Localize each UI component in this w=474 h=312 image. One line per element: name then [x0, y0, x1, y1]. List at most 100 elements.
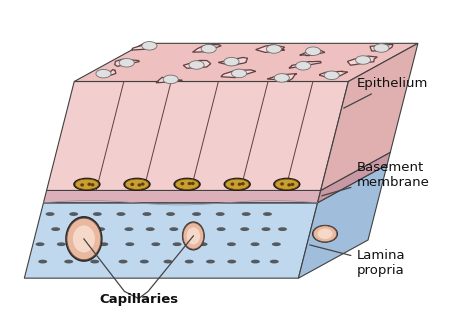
Polygon shape [255, 45, 285, 52]
Ellipse shape [57, 242, 66, 246]
Polygon shape [132, 43, 155, 50]
Ellipse shape [142, 41, 157, 50]
Ellipse shape [125, 179, 149, 189]
Ellipse shape [192, 212, 201, 216]
Text: Capillaries: Capillaries [99, 293, 178, 306]
Ellipse shape [175, 179, 199, 189]
Ellipse shape [163, 75, 178, 84]
Ellipse shape [306, 47, 321, 56]
Polygon shape [74, 43, 418, 81]
Ellipse shape [223, 178, 251, 191]
Polygon shape [104, 70, 116, 77]
Ellipse shape [137, 183, 141, 187]
Ellipse shape [287, 183, 291, 187]
Polygon shape [299, 164, 387, 278]
Ellipse shape [65, 216, 102, 262]
Polygon shape [300, 48, 325, 56]
Ellipse shape [224, 57, 239, 66]
Ellipse shape [151, 242, 160, 246]
Polygon shape [319, 71, 347, 78]
Polygon shape [24, 203, 318, 278]
Polygon shape [347, 56, 377, 65]
Polygon shape [192, 45, 221, 52]
Ellipse shape [119, 59, 134, 67]
Ellipse shape [87, 183, 91, 186]
Text: Basement
membrane: Basement membrane [322, 161, 429, 196]
Ellipse shape [274, 74, 289, 82]
Ellipse shape [96, 69, 111, 78]
Ellipse shape [67, 218, 101, 260]
Ellipse shape [90, 260, 99, 263]
Ellipse shape [241, 182, 245, 185]
Ellipse shape [75, 227, 84, 231]
Ellipse shape [225, 179, 249, 189]
Ellipse shape [181, 182, 184, 185]
Ellipse shape [81, 242, 90, 246]
Ellipse shape [266, 45, 282, 53]
Text: Lamina
propria: Lamina propria [310, 245, 405, 277]
Ellipse shape [183, 223, 204, 249]
Ellipse shape [173, 178, 201, 191]
Polygon shape [218, 57, 247, 66]
Ellipse shape [273, 178, 301, 191]
Ellipse shape [46, 212, 55, 216]
Ellipse shape [164, 260, 173, 263]
Ellipse shape [240, 227, 249, 231]
Ellipse shape [189, 61, 204, 69]
Ellipse shape [169, 227, 178, 231]
Ellipse shape [125, 242, 134, 246]
Ellipse shape [262, 227, 271, 231]
Ellipse shape [251, 260, 260, 263]
Polygon shape [183, 61, 211, 68]
Ellipse shape [80, 183, 84, 187]
Ellipse shape [51, 227, 60, 231]
Polygon shape [44, 164, 387, 203]
Ellipse shape [356, 56, 371, 64]
Ellipse shape [280, 182, 284, 186]
Ellipse shape [69, 212, 78, 216]
Ellipse shape [278, 227, 287, 231]
Ellipse shape [143, 212, 151, 216]
Ellipse shape [118, 260, 128, 263]
Ellipse shape [185, 260, 194, 263]
Ellipse shape [191, 227, 200, 231]
Ellipse shape [166, 212, 175, 216]
Ellipse shape [123, 178, 151, 191]
Polygon shape [318, 152, 390, 203]
Polygon shape [44, 190, 321, 203]
Ellipse shape [188, 182, 191, 185]
Ellipse shape [270, 260, 279, 263]
Ellipse shape [75, 179, 99, 189]
Polygon shape [289, 61, 321, 68]
Ellipse shape [237, 183, 241, 186]
Polygon shape [156, 77, 182, 83]
Polygon shape [46, 81, 348, 190]
Ellipse shape [96, 227, 105, 231]
Ellipse shape [36, 242, 45, 246]
Ellipse shape [263, 212, 272, 216]
Ellipse shape [374, 44, 389, 52]
Ellipse shape [217, 227, 226, 231]
Ellipse shape [313, 226, 337, 242]
Ellipse shape [275, 179, 299, 189]
Ellipse shape [187, 227, 200, 245]
Ellipse shape [125, 227, 133, 231]
Ellipse shape [251, 242, 260, 246]
Text: Epithelium: Epithelium [344, 77, 428, 108]
Polygon shape [370, 44, 393, 51]
Ellipse shape [318, 229, 333, 239]
Ellipse shape [146, 227, 155, 231]
Ellipse shape [73, 178, 100, 191]
Ellipse shape [173, 242, 182, 246]
Ellipse shape [141, 183, 145, 186]
Ellipse shape [216, 212, 225, 216]
Ellipse shape [100, 242, 109, 246]
Ellipse shape [64, 260, 73, 263]
Ellipse shape [227, 260, 236, 263]
Ellipse shape [182, 221, 205, 251]
Ellipse shape [199, 242, 208, 246]
Ellipse shape [312, 225, 338, 243]
Ellipse shape [324, 71, 339, 80]
Polygon shape [267, 74, 297, 80]
Ellipse shape [296, 61, 311, 70]
